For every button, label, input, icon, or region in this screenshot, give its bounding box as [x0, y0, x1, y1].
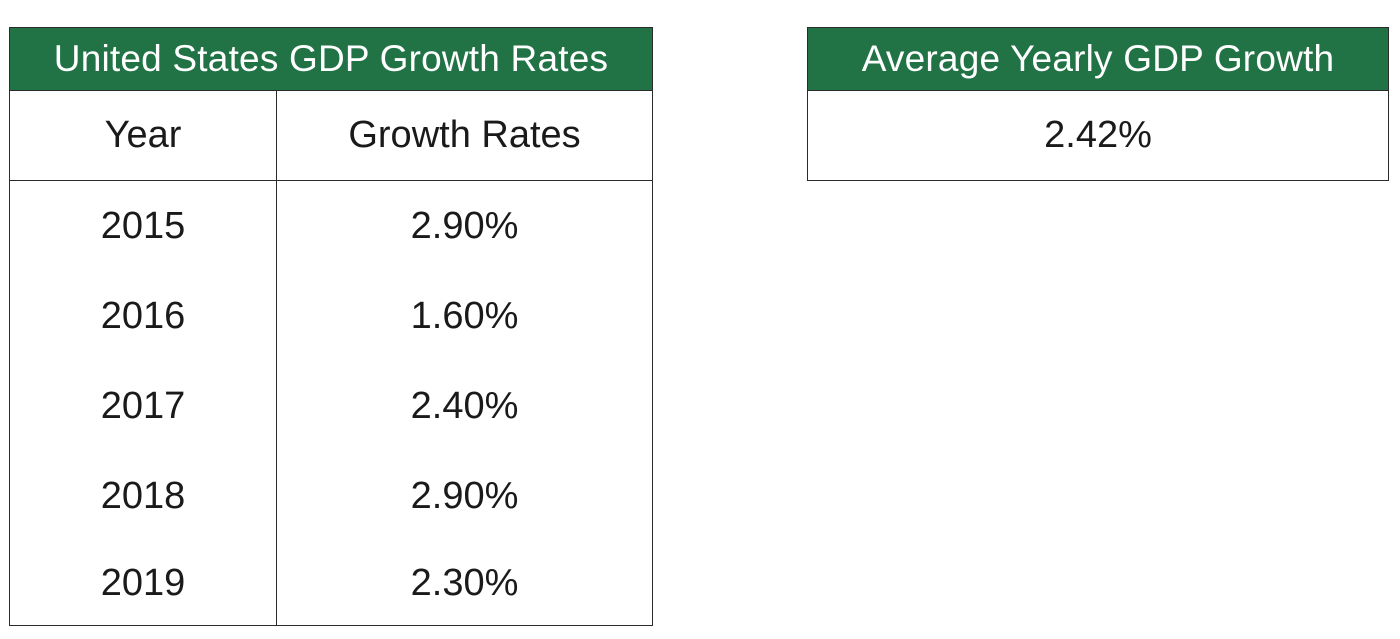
average-growth-box: Average Yearly GDP Growth 2.42% [807, 27, 1389, 181]
cell-growth-rate: 2.30% [410, 561, 519, 604]
cell-growth-rate: 2.90% [410, 204, 519, 247]
cell-year: 2018 [10, 451, 277, 541]
table-row: 2015 2.90% [10, 181, 652, 271]
average-title: Average Yearly GDP Growth [808, 28, 1388, 91]
cell-year: 2019 [10, 541, 277, 625]
table-body: 2015 2.90% 2016 1.60% 2017 2.40% 2018 2.… [10, 181, 652, 625]
average-value: 2.42% [1044, 114, 1152, 156]
table-row: 2017 2.40% [10, 361, 652, 451]
cell-year: 2016 [10, 271, 277, 361]
cell-growth-rate: 2.40% [410, 384, 519, 427]
table-row: 2018 2.90% [10, 451, 652, 541]
cell-year: 2017 [10, 361, 277, 451]
table-title: United States GDP Growth Rates [10, 28, 652, 91]
table-row: 2019 2.30% [10, 541, 652, 625]
header-growth-rates: Growth Rates [348, 114, 581, 156]
cell-growth-rate: 1.60% [410, 294, 519, 337]
cell-growth-rate: 2.90% [410, 474, 519, 517]
cell-year: 2015 [10, 181, 277, 271]
table-header-row: Year Growth Rates [10, 91, 652, 181]
header-year: Year [10, 91, 277, 180]
gdp-growth-table: United States GDP Growth Rates Year Grow… [9, 27, 653, 626]
table-row: 2016 1.60% [10, 271, 652, 361]
